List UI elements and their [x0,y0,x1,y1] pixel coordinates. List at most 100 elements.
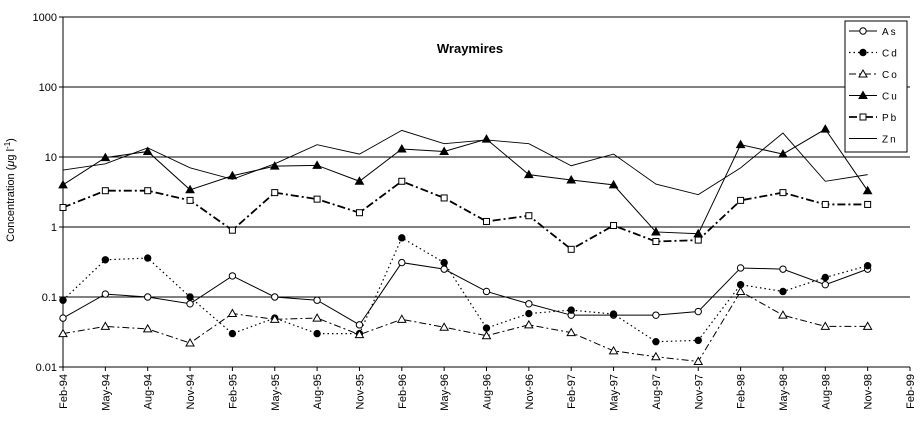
data-point [481,134,492,143]
data-point [228,329,237,338]
x-tick-label: Nov-95 [354,374,366,409]
x-tick-label: Aug-96 [482,374,494,409]
x-tick-label: May-95 [270,374,282,411]
data-point [269,161,280,170]
data-point [58,179,68,189]
data-point [59,314,67,322]
data-point [862,321,873,330]
data-point [608,345,619,355]
data-point [566,327,577,337]
legend: As Cd Co Cu Pb Zn [844,20,908,153]
series-pb [59,177,872,253]
data-point [859,27,867,35]
data-point [186,293,194,301]
x-tick-label: Feb-96 [397,374,409,409]
data-point [439,322,450,331]
data-point [227,170,238,180]
data-point [859,48,867,57]
data-point [440,265,448,273]
data-point [228,226,236,234]
data-point [609,310,618,318]
data-point [101,256,110,264]
data-point [355,321,364,329]
y-tick-label: 1 [51,222,57,234]
data-point [227,308,238,318]
data-point [779,287,787,296]
data-point [566,174,577,184]
y-tick-label: 0.1 [42,292,57,304]
data-point [821,200,829,208]
data-point [354,329,365,339]
data-point [652,311,660,319]
data-point [652,337,660,346]
y-tick-label: 0.01 [36,362,57,374]
data-point [142,323,153,333]
data-point [142,146,153,155]
data-point [396,314,407,323]
data-point [779,189,787,197]
axes [59,16,911,371]
legend-label-as: As [882,27,898,38]
x-tick-label: Nov-96 [524,374,536,409]
data-point [101,187,109,195]
data-point [694,307,702,316]
data-point [144,293,152,301]
series-zn [62,129,868,196]
data-point [652,238,660,246]
data-point [271,189,279,197]
data-point [523,169,534,179]
data-point [525,212,533,220]
data-point [354,176,365,185]
x-tick-label: Nov-94 [185,374,197,409]
data-point [778,310,788,319]
data-point [858,90,868,99]
gridlines [63,16,910,298]
data-point [100,321,111,330]
data-point [651,226,661,236]
data-point [863,261,872,270]
x-tick-label: Aug-97 [651,374,663,409]
data-point [525,300,533,308]
series-line [62,180,868,251]
data-point [355,209,363,217]
data-point [186,300,194,308]
data-point [185,184,195,194]
data-point [312,160,322,169]
data-point [779,265,787,273]
data-point [608,179,619,189]
data-point [398,234,406,242]
data-point [523,319,534,329]
data-point [735,286,746,295]
data-point [694,336,702,345]
data-point [567,245,575,253]
data-point [228,272,237,280]
data-point [864,200,872,208]
data-point [271,293,279,301]
series-line [62,290,868,362]
x-tick-label: Feb-98 [736,374,748,409]
y-tick-labels: 0.01 0.1 1 10 100 1000 [33,12,57,374]
legend-label-cu: Cu [882,92,899,103]
data-point [396,144,407,153]
data-point [820,321,831,330]
data-point [694,236,702,244]
data-point [481,330,492,340]
data-point [858,68,868,78]
data-point [482,324,491,332]
data-point [312,313,322,322]
x-tick-label: May-94 [100,374,112,411]
data-point [736,264,745,272]
data-point [440,194,448,202]
x-tick-label: Feb-97 [566,374,578,409]
data-point [820,124,831,133]
data-point [313,329,321,338]
x-tick-label: Aug-98 [820,374,832,409]
legend-label-cd: Cd [882,49,899,60]
data-point [313,195,321,203]
data-point [59,203,67,211]
data-point [58,328,68,338]
data-point [100,152,111,162]
legend-label-zn: Zn [882,135,898,146]
data-point [821,280,829,289]
